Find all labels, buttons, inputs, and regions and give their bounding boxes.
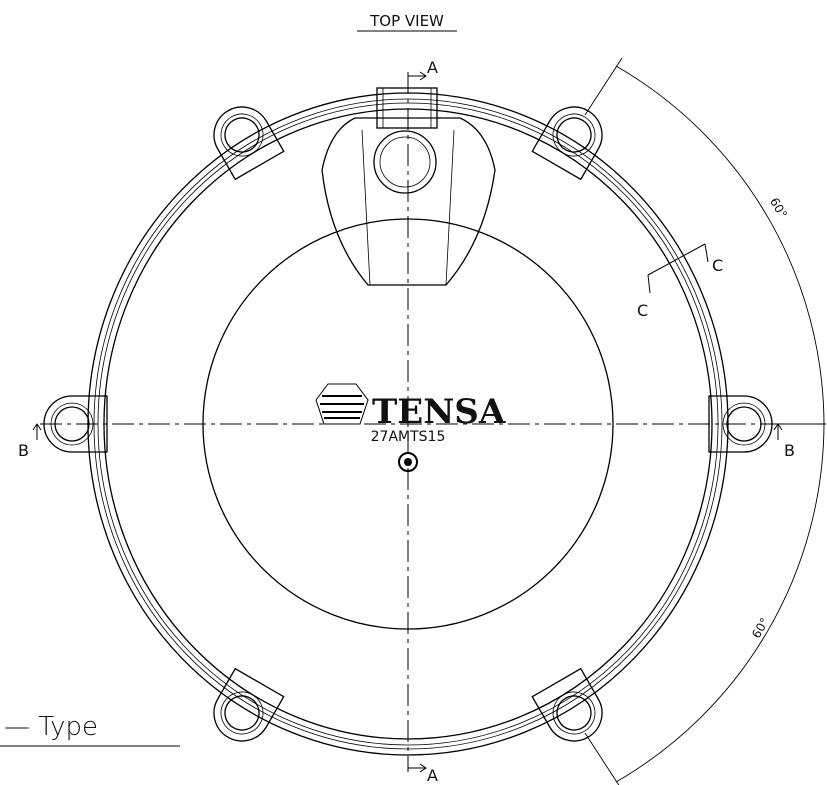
angle-label: 60° bbox=[749, 615, 772, 640]
model-label: 27AMTS15 bbox=[371, 429, 446, 445]
section-label: B bbox=[18, 441, 29, 460]
section-label: A bbox=[427, 58, 438, 77]
section-label: B bbox=[784, 441, 795, 460]
section-label: C bbox=[712, 256, 723, 275]
view-title: TOP VIEW bbox=[369, 12, 444, 30]
section-label: C bbox=[637, 301, 648, 320]
type-label: — Type bbox=[4, 712, 98, 742]
logo-mark bbox=[316, 384, 368, 424]
section-label: A bbox=[427, 766, 438, 785]
angle-dimension bbox=[585, 58, 826, 785]
label-plate-center bbox=[404, 458, 412, 466]
angle-label: 60° bbox=[767, 195, 790, 220]
drawing: TOP VIEW A A B B C C bbox=[0, 0, 827, 785]
brand-logo: TENSA bbox=[372, 392, 506, 432]
